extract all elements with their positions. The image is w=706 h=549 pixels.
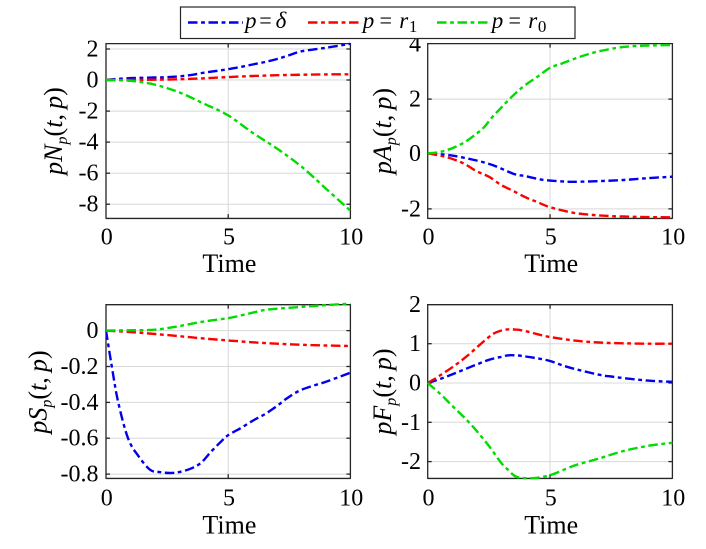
svg-text:5: 5 [223, 225, 235, 251]
svg-text:0: 0 [101, 486, 113, 512]
svg-text:0: 0 [87, 318, 99, 344]
svg-text:=: = [380, 8, 393, 33]
svg-text:10: 10 [339, 225, 363, 251]
svg-text:0: 0 [87, 68, 99, 94]
svg-text:-0.2: -0.2 [61, 354, 99, 380]
svg-text:Time: Time [202, 511, 256, 540]
svg-text:p: p [490, 8, 504, 33]
svg-text:0: 0 [409, 371, 421, 397]
svg-text:pAp(t, p): pAp(t, p) [368, 88, 400, 176]
svg-text:p: p [361, 8, 375, 33]
svg-text:-4: -4 [79, 130, 99, 156]
svg-text:δ: δ [276, 8, 287, 33]
svg-text:2: 2 [409, 87, 421, 113]
svg-text:-0.8: -0.8 [61, 462, 99, 488]
svg-text:pNp(t, p): pNp(t, p) [39, 87, 71, 177]
svg-text:10: 10 [339, 486, 363, 512]
svg-text:Time: Time [202, 249, 256, 278]
svg-text:Time: Time [524, 249, 578, 278]
svg-text:10: 10 [661, 486, 685, 512]
svg-text:0: 0 [423, 486, 435, 512]
svg-text:=: = [259, 8, 272, 33]
svg-text:1: 1 [409, 17, 418, 36]
svg-text:-6: -6 [79, 161, 99, 187]
svg-text:10: 10 [661, 225, 685, 251]
svg-text:pFp(t, p): pFp(t, p) [368, 348, 400, 436]
svg-text:-2: -2 [401, 196, 421, 222]
svg-text:0: 0 [423, 225, 435, 251]
svg-text:-0.4: -0.4 [61, 390, 99, 416]
svg-text:5: 5 [223, 486, 235, 512]
svg-text:r: r [399, 8, 409, 33]
svg-text:-2: -2 [401, 449, 421, 475]
svg-text:5: 5 [545, 486, 557, 512]
svg-text:-2: -2 [79, 99, 99, 125]
svg-text:pSp(t, p): pSp(t, p) [24, 350, 56, 435]
svg-text:Time: Time [524, 511, 578, 540]
svg-text:2: 2 [409, 292, 421, 318]
svg-text:r: r [528, 8, 538, 33]
svg-text:5: 5 [545, 225, 557, 251]
svg-text:-8: -8 [79, 192, 99, 218]
svg-text:0: 0 [538, 17, 547, 36]
svg-text:1: 1 [409, 331, 421, 357]
svg-text:=: = [509, 8, 522, 33]
svg-text:0: 0 [409, 141, 421, 167]
svg-text:-1: -1 [401, 410, 421, 436]
svg-text:p: p [243, 8, 257, 33]
svg-text:-0.6: -0.6 [61, 426, 99, 452]
svg-text:0: 0 [101, 225, 113, 251]
svg-text:2: 2 [87, 37, 99, 63]
